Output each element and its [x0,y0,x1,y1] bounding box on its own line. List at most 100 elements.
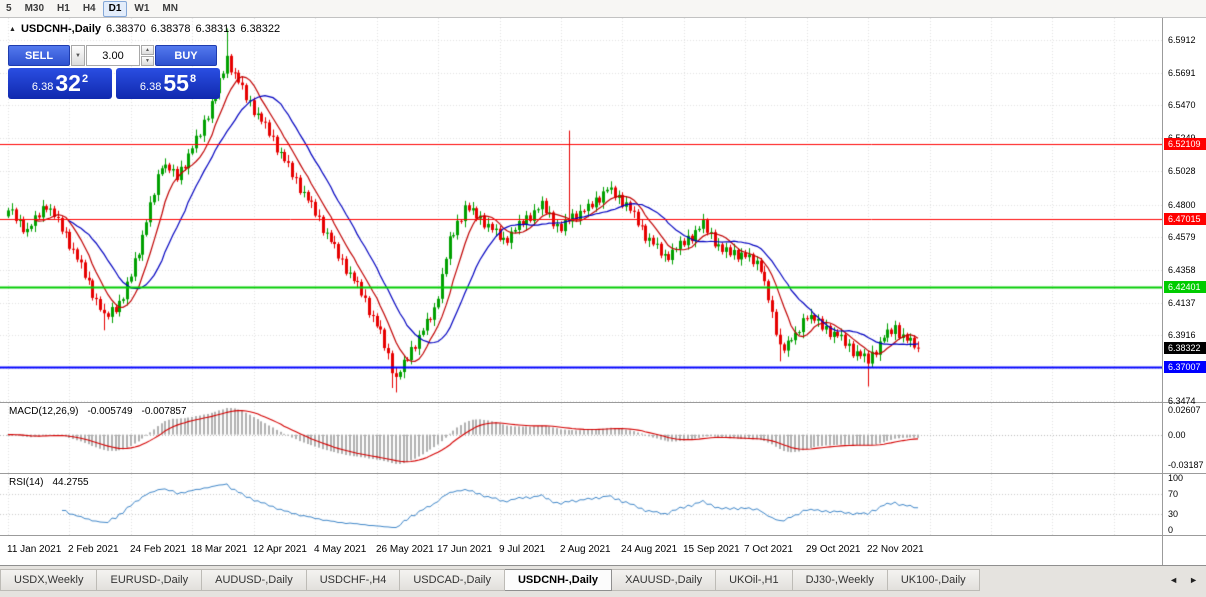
time-axis-label: 29 Oct 2021 [806,544,861,555]
rsi-axis-tick: 30 [1168,509,1179,520]
ask-price-prefix: 6.38 [139,81,162,93]
level-price-label: 6.47015 [1164,213,1206,226]
rsi-label-row: RSI(14) 44.2755 [9,477,89,488]
time-axis-label: 2 Aug 2021 [560,544,611,555]
ask-price-big: 55 [163,70,189,96]
ohlc-open: 6.38370 [106,23,146,35]
price-axis-tick: 6.4358 [1168,264,1196,275]
tab-scroll-arrows: ◄ ► [1165,569,1202,587]
chart-title: ▲ USDCNH-,Daily 6.38370 6.38378 6.38313 … [9,23,280,35]
macd-indicator-pane[interactable]: MACD(12,26,9) -0.005749 -0.007857 [0,403,1162,474]
time-axis-label: 12 Apr 2021 [253,544,307,555]
bid-price-sup: 2 [81,73,89,85]
chart-tab-uk100-daily[interactable]: UK100-,Daily [887,569,980,591]
level-price-label: 6.52109 [1164,137,1206,150]
time-axis-label: 18 Mar 2021 [191,544,248,555]
time-axis-label: 17 Jun 2021 [437,544,493,555]
price-axis-tick: 6.5912 [1168,35,1196,45]
rsi-axis-tick: 0 [1168,525,1174,535]
timeframe-button-m30[interactable]: M30 [24,2,45,14]
pane-separator [1163,473,1206,474]
current-price-label: 6.38322 [1164,341,1206,354]
time-axis-label: 15 Sep 2021 [683,544,740,555]
chart-tab-usdcad-daily[interactable]: USDCAD-,Daily [400,569,505,591]
macd-canvas[interactable] [0,403,1162,473]
chart-tab-usdcnh-daily[interactable]: USDCNH-,Daily [504,569,613,591]
macd-axis-tick: 0.00 [1168,429,1186,440]
time-axis-label: 24 Aug 2021 [621,544,678,555]
bid-price-prefix: 6.38 [31,81,54,93]
ohlc-low: 6.38313 [195,23,236,35]
macd-signal-value: -0.007857 [141,406,187,417]
tab-scroll-left-icon[interactable]: ◄ [1169,575,1179,585]
time-axis-label: 2 Feb 2021 [68,544,119,555]
macd-main-value: -0.005749 [87,406,133,417]
pane-separator [1163,402,1206,403]
timeframe-toolbar: 5 M30 H1 H4 D1 W1 MN [0,0,1206,18]
rsi-label: RSI(14) [9,477,44,488]
chart-tab-bar: USDX,Weekly EURUSD-,Daily AUDUSD-,Daily USD… [0,565,1206,597]
volume-spin-up-icon[interactable]: ▲ [141,45,154,55]
macd-axis-tick: 0.02607 [1168,404,1201,415]
price-axis[interactable]: 6.59126.56916.54706.52496.50286.48006.45… [1162,18,1206,565]
chart-tab-xauusd-daily[interactable]: XAUUSD-,Daily [612,569,717,591]
sell-button[interactable]: SELL [8,45,70,66]
buy-button[interactable]: BUY [155,45,217,66]
rsi-canvas[interactable] [0,474,1162,535]
chart-tab-usdchf-h4[interactable]: USDCHF-,H4 [306,569,401,591]
level-price-label: 6.37007 [1164,361,1206,374]
price-axis-tick: 6.3916 [1168,330,1196,341]
volume-spin-down-icon[interactable]: ▼ [141,56,154,66]
time-axis-label: 24 Feb 2021 [130,544,187,555]
time-axis-label: 22 Nov 2021 [867,544,924,555]
price-axis-tick: 6.3474 [1168,395,1196,406]
ohlc-high: 6.38378 [150,23,191,35]
time-axis-label: 26 May 2021 [376,544,434,555]
chart-tab-dj30-weekly[interactable]: DJ30-,Weekly [792,569,888,591]
bid-price-big: 32 [55,70,81,96]
level-price-label: 6.42401 [1164,281,1206,294]
price-axis-tick: 6.4800 [1168,199,1196,210]
time-axis-label: 4 May 2021 [314,544,367,555]
volume-dropdown-arrow-icon[interactable]: ▼ [71,45,85,66]
ohlc-close: 6.38322 [240,23,281,35]
macd-label-row: MACD(12,26,9) -0.005749 -0.007857 [9,406,187,417]
chart-tabs: USDX,Weekly EURUSD-,Daily AUDUSD-,Daily USD… [0,569,980,591]
volume-spinner: ▲ ▼ [141,45,154,66]
price-axis-tick: 6.5470 [1168,100,1196,111]
time-axis-label: 9 Jul 2021 [499,544,546,555]
rsi-indicator-pane[interactable]: RSI(14) 44.2755 [0,474,1162,536]
time-axis-label: 11 Jan 2021 [7,544,62,555]
tab-scroll-right-icon[interactable]: ► [1189,575,1198,585]
chart-symbol-period: USDCNH-,Daily [20,23,102,35]
time-axis[interactable]: 11 Jan 2021 2 Feb 2021 24 Feb 2021 18 Mar 2… [0,536,1162,565]
main-chart-pane[interactable]: ▲ USDCNH-,Daily 6.38370 6.38378 6.38313 … [0,18,1162,403]
chart-tab-audusd-daily[interactable]: AUDUSD-,Daily [202,569,307,591]
chart-icon: ▲ [9,25,16,33]
timeframe-button-d1[interactable]: D1 [102,0,128,17]
one-click-trading-panel: SELL ▼ ▲ ▼ BUY 6.38 32 2 6.38 55 8 [8,45,220,99]
pane-separator [1163,535,1206,536]
rsi-axis-tick: 100 [1168,473,1184,483]
price-axis-tick: 6.4579 [1168,232,1196,243]
timeframe-button-h4[interactable]: H4 [82,2,96,14]
timeframe-button-5[interactable]: 5 [6,2,12,14]
time-axis-label: 7 Oct 2021 [744,544,793,555]
chart-tab-usdx-weekly[interactable]: USDX,Weekly [0,569,98,591]
chart-tab-eurusd-daily[interactable]: EURUSD-,Daily [97,569,203,591]
macd-label: MACD(12,26,9) [9,406,79,417]
timeframe-button-w1[interactable]: W1 [134,2,150,14]
price-axis-tick: 6.5028 [1168,165,1196,176]
price-axis-tick: 6.4137 [1168,297,1196,308]
volume-input[interactable] [86,45,140,66]
price-axis-tick: 6.5691 [1168,67,1196,78]
rsi-axis-tick: 70 [1168,488,1179,499]
ask-price-panel[interactable]: 6.38 55 8 [116,68,220,99]
timeframe-button-h1[interactable]: H1 [57,2,70,14]
macd-axis-tick: -0.03187 [1168,459,1204,470]
ask-price-sup: 8 [189,73,197,85]
bid-price-panel[interactable]: 6.38 32 2 [8,68,112,99]
chart-tab-ukoil-h1[interactable]: UKOil-,H1 [716,569,793,591]
timeframe-button-mn[interactable]: MN [162,2,178,14]
